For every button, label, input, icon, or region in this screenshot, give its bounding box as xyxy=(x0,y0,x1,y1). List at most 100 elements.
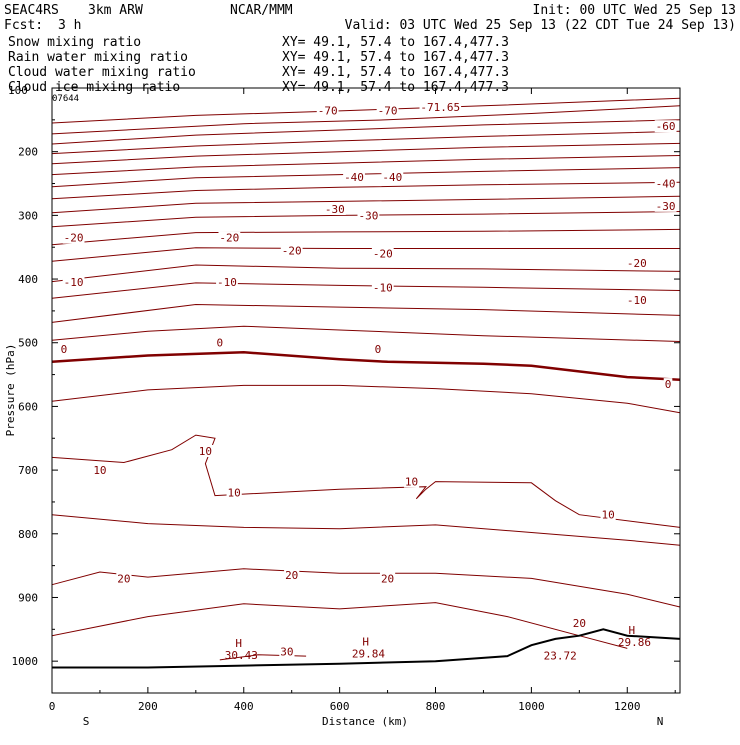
contour-label-bg xyxy=(226,486,242,499)
legend-xy-cloud-water: XY= 49.1, 57.4 to 167.4,477.3 xyxy=(282,65,509,80)
contour-label: -10 xyxy=(373,281,393,294)
contour-label: 10 xyxy=(93,464,106,477)
x-tick-label: 400 xyxy=(234,700,254,713)
contour-line-16 xyxy=(51,351,681,381)
contour-line-21 xyxy=(51,602,628,649)
marker-value: 29.84 xyxy=(352,648,385,661)
contour-label: -10 xyxy=(627,294,647,307)
y-tick-label: 800 xyxy=(18,528,38,541)
direction-south: S xyxy=(83,715,90,728)
contour-label-bg xyxy=(654,199,677,212)
contour-label-bg xyxy=(316,104,339,117)
contour-label: -70 xyxy=(378,104,398,117)
contour-label-bg xyxy=(284,569,300,582)
high-marker: H xyxy=(362,636,369,649)
contour-label-bg xyxy=(215,336,225,349)
contour-label: -40 xyxy=(344,171,364,184)
x-tick-label: 200 xyxy=(138,700,158,713)
y-tick-label: 900 xyxy=(18,591,38,604)
contour-label: 20 xyxy=(381,572,394,585)
contour-label: -40 xyxy=(656,178,676,191)
model-title: 3km ARW xyxy=(88,3,143,18)
contour-label: -30 xyxy=(358,209,378,222)
high-marker: H xyxy=(235,637,242,650)
contour-label: 0 xyxy=(665,378,672,391)
contour-label-bg xyxy=(280,244,303,257)
contour-label-bg xyxy=(376,104,399,117)
top-left-note: 07644 xyxy=(52,94,79,104)
legend: Snow mixing ratio XY= 49.1, 57.4 to 167.… xyxy=(8,35,509,95)
contour-label-bg xyxy=(62,276,85,289)
contour-label-bg xyxy=(371,281,394,294)
x-tick-label: 1200 xyxy=(614,700,641,713)
contour-label-bg xyxy=(625,257,648,270)
contour-line-1 xyxy=(51,105,681,135)
contour-line-7 xyxy=(51,181,681,200)
legend-label-cloud-water: Cloud water mixing ratio xyxy=(8,65,196,80)
legend-xy-rain: XY= 49.1, 57.4 to 167.4,477.3 xyxy=(282,50,509,65)
contour-label: 0 xyxy=(61,343,68,356)
contour-line-4 xyxy=(51,142,681,165)
contour-label-bg xyxy=(92,464,108,477)
contour-line-8 xyxy=(51,195,681,214)
contour-label: -71.65 xyxy=(420,101,460,114)
x-tick-label: 600 xyxy=(330,700,350,713)
contour-label-bg xyxy=(625,294,648,307)
org-title: NCAR/MMM xyxy=(230,3,293,18)
contour-label: 0 xyxy=(375,343,382,356)
y-axis-label: Pressure (hPa) xyxy=(4,344,17,437)
contour-label: -20 xyxy=(627,257,647,270)
contour-label: 0 xyxy=(216,337,223,350)
y-tick-label: 500 xyxy=(18,337,38,350)
y-tick-label: 400 xyxy=(18,273,38,286)
project-title: SEAC4RS xyxy=(4,3,59,18)
contour-line-18 xyxy=(51,434,681,528)
contour-label-bg xyxy=(323,203,346,215)
contour-label: -20 xyxy=(219,232,239,245)
contour-label: 10 xyxy=(228,486,241,499)
contour-label: -10 xyxy=(64,276,84,289)
marker-value: 30.43 xyxy=(225,649,258,662)
contour-label-bg xyxy=(600,508,616,521)
contour-line-0 xyxy=(51,97,681,124)
contour-label-bg xyxy=(279,645,295,658)
contour-label: 10 xyxy=(405,476,418,489)
init-time: Init: 00 UTC Wed 25 Sep 13 xyxy=(533,3,737,18)
contour-line-10 xyxy=(51,228,681,246)
contour-label: -10 xyxy=(217,276,237,289)
contour-label-bg xyxy=(62,231,85,244)
contour-line-13 xyxy=(51,282,681,299)
x-axis-label: Distance (km) xyxy=(322,715,408,728)
contour-label-bg xyxy=(654,120,677,133)
legend-label-snow: Snow mixing ratio xyxy=(8,35,141,50)
y-tick-label: 200 xyxy=(18,146,38,159)
contour-line-19 xyxy=(51,514,681,546)
contour-line-12 xyxy=(51,264,681,283)
contour-line-20 xyxy=(51,568,681,608)
contour-label: -30 xyxy=(325,203,345,216)
contour-label: 30 xyxy=(280,646,293,659)
contour-line-6 xyxy=(51,167,681,188)
contour-label: 10 xyxy=(601,509,614,522)
contour-label: -30 xyxy=(656,200,676,213)
contour-label-bg xyxy=(357,209,380,222)
contour-label-bg xyxy=(216,276,238,289)
contour-label: -20 xyxy=(282,244,302,257)
contour-line-9 xyxy=(51,211,681,228)
y-tick-label: 700 xyxy=(18,464,38,477)
contour-line-17 xyxy=(51,384,681,414)
contour-label-bg xyxy=(371,247,394,260)
contour-line-14 xyxy=(51,303,681,323)
contour-label-bg xyxy=(343,171,365,184)
contour-label-bg xyxy=(419,101,462,114)
contour-label: -20 xyxy=(373,248,393,261)
terrain-line xyxy=(52,628,681,669)
contour-line-2 xyxy=(51,119,681,145)
high-marker: H xyxy=(628,624,635,637)
axes-layer: 0 200 400 600 800 1000 12002003004005006007008… xyxy=(12,87,681,713)
contour-label: 20 xyxy=(573,617,586,630)
contour-label-bg xyxy=(403,475,420,488)
plot-frame xyxy=(51,87,681,694)
